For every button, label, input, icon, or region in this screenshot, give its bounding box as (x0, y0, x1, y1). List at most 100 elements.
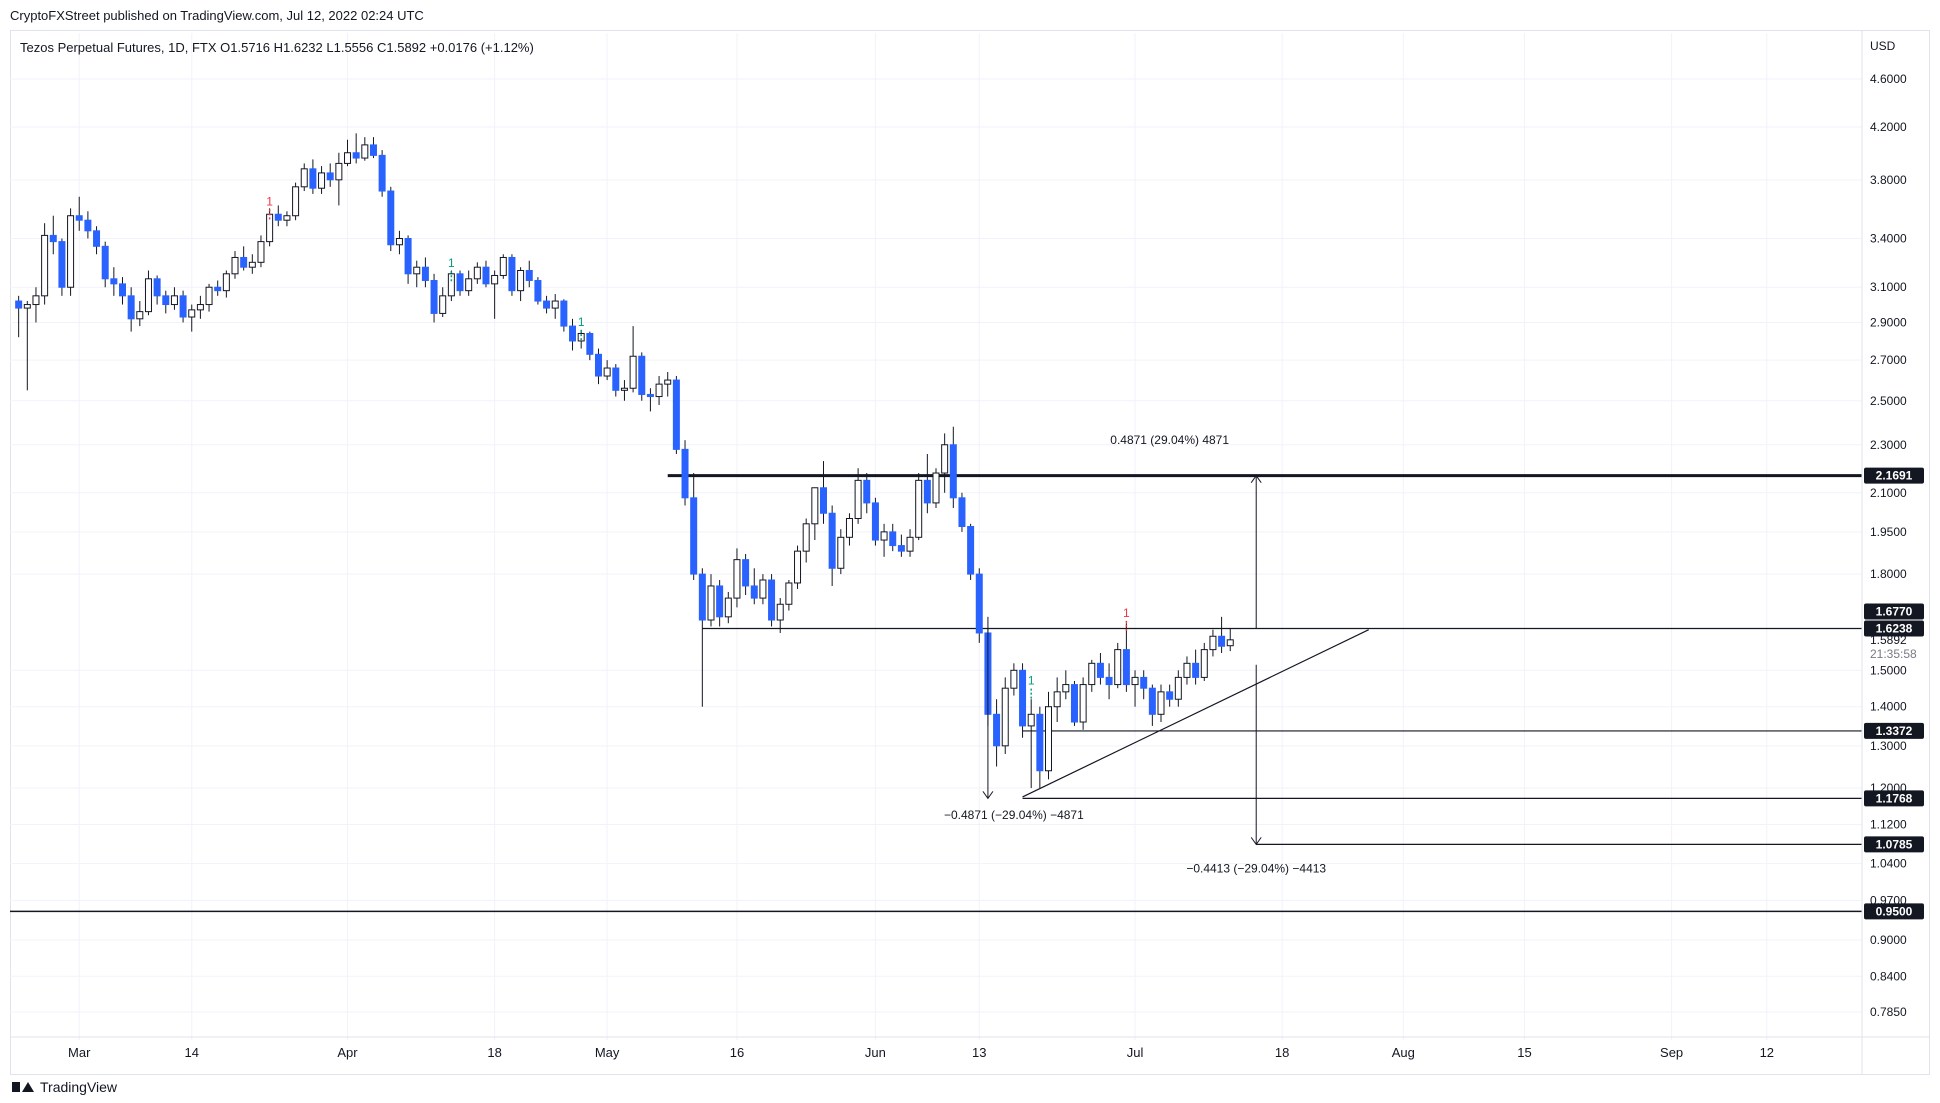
y-tick-label: 2.9000 (1870, 315, 1907, 329)
candle-body (1062, 684, 1070, 693)
candle-body (1001, 687, 1009, 747)
signal-marker: 1 (578, 315, 585, 329)
candle-body (1166, 691, 1174, 700)
x-tick-label: Jun (865, 1045, 886, 1060)
candle-body (179, 295, 187, 318)
candle-body (447, 273, 455, 297)
candle-body (543, 300, 551, 309)
candle-body (84, 219, 92, 232)
candle-body (534, 279, 542, 302)
candle-body (785, 582, 793, 605)
candle-body (1019, 669, 1027, 727)
candle-body (975, 573, 983, 634)
candle-body (828, 512, 836, 569)
y-tick-label: 2.1000 (1870, 486, 1907, 500)
candle-body (603, 367, 611, 377)
candle-body (664, 379, 672, 385)
signal-marker: 1 (1028, 674, 1035, 688)
candle-body (58, 241, 66, 288)
candle-body (1209, 635, 1217, 651)
measure-arrow (982, 791, 994, 800)
candle-body (1070, 684, 1078, 723)
signal-marker: 1 (266, 194, 273, 208)
signal-marker: 1 (1123, 606, 1130, 620)
candle-body (309, 168, 317, 189)
candle-body (897, 545, 905, 552)
symbol-legend: Tezos Perpetual Futures, 1D, FTX O1.5716… (20, 40, 534, 55)
level-badge-label: 1.3372 (1876, 724, 1913, 738)
candle-body (196, 304, 204, 311)
candle-body (369, 144, 377, 156)
level-badge (1864, 467, 1924, 484)
candle-body (1088, 662, 1096, 686)
candle-body (577, 332, 585, 342)
measure-arrow (1250, 474, 1262, 483)
candle-body (906, 536, 914, 552)
candle-body (499, 256, 507, 276)
high-badge (1864, 603, 1924, 620)
candle-body (283, 215, 291, 221)
level-badge-label: 1.6238 (1876, 621, 1913, 635)
candle-body (1226, 639, 1234, 647)
candle-body (67, 215, 75, 288)
y-tick-label: 3.4000 (1870, 232, 1907, 246)
candle-body (1053, 691, 1061, 708)
candle-body (941, 444, 949, 474)
level-badge-label: 0.9500 (1876, 904, 1913, 918)
candle-body (257, 241, 265, 263)
y-tick-label: 1.4000 (1870, 700, 1907, 714)
candle-body (361, 144, 369, 159)
x-tick-label: 15 (1517, 1045, 1531, 1060)
candle-body (482, 266, 490, 285)
measurements: 0.4871 (29.04%) 4871 −0.4871 (−29.04%) −4… (944, 433, 1326, 875)
candle-body (1148, 687, 1156, 715)
candle-body (335, 162, 343, 181)
publisher-line: CryptoFXStreet published on TradingView.… (10, 8, 424, 23)
measure-label: −0.4871 (−29.04%) −4871 (944, 808, 1084, 822)
candle-body (915, 479, 923, 538)
candle-body (1027, 713, 1035, 727)
candle-body (205, 286, 213, 306)
x-tick-label: Aug (1392, 1045, 1415, 1060)
candle-body (629, 355, 637, 389)
candle-body (750, 585, 758, 599)
candle-body (404, 238, 412, 275)
candle-body (569, 325, 577, 342)
candle-body (733, 559, 741, 599)
support-resistance-lines (10, 474, 1862, 913)
candle-body (802, 523, 810, 552)
candle-body (248, 261, 256, 268)
brand-label: TradingView (40, 1079, 118, 1095)
candle-body (188, 309, 196, 318)
candle-body (967, 525, 975, 575)
candle-body (819, 487, 827, 514)
candle-body (110, 278, 118, 285)
candle-body (871, 502, 879, 541)
candle-body (1105, 676, 1113, 686)
candle-body (854, 479, 862, 520)
signal-markers: 1 1 1 1 1 (266, 194, 1130, 699)
candle-body (49, 234, 57, 243)
candle-body (352, 152, 360, 159)
y-tick-label: 1.1200 (1870, 817, 1907, 831)
candle-body (863, 479, 871, 504)
x-tick-label: 14 (185, 1045, 199, 1060)
y-tick-label: 1.9500 (1870, 525, 1907, 539)
candle-body (491, 274, 499, 285)
candle-body (638, 355, 646, 395)
level-badge (1864, 722, 1924, 739)
candle-body (690, 497, 698, 575)
candle-body (551, 300, 559, 309)
footer-brand[interactable]: TradingView (12, 1076, 117, 1098)
candle-body (1010, 669, 1018, 689)
candle-body (23, 304, 31, 309)
level-badge-label: 1.0785 (1876, 837, 1913, 851)
candle-body (932, 472, 940, 504)
candle-body (698, 573, 706, 621)
candle-body (794, 550, 802, 584)
candle-body (837, 536, 845, 569)
x-tick-label: Apr (337, 1045, 358, 1060)
candle-body (525, 269, 533, 281)
candle-body (119, 283, 127, 297)
